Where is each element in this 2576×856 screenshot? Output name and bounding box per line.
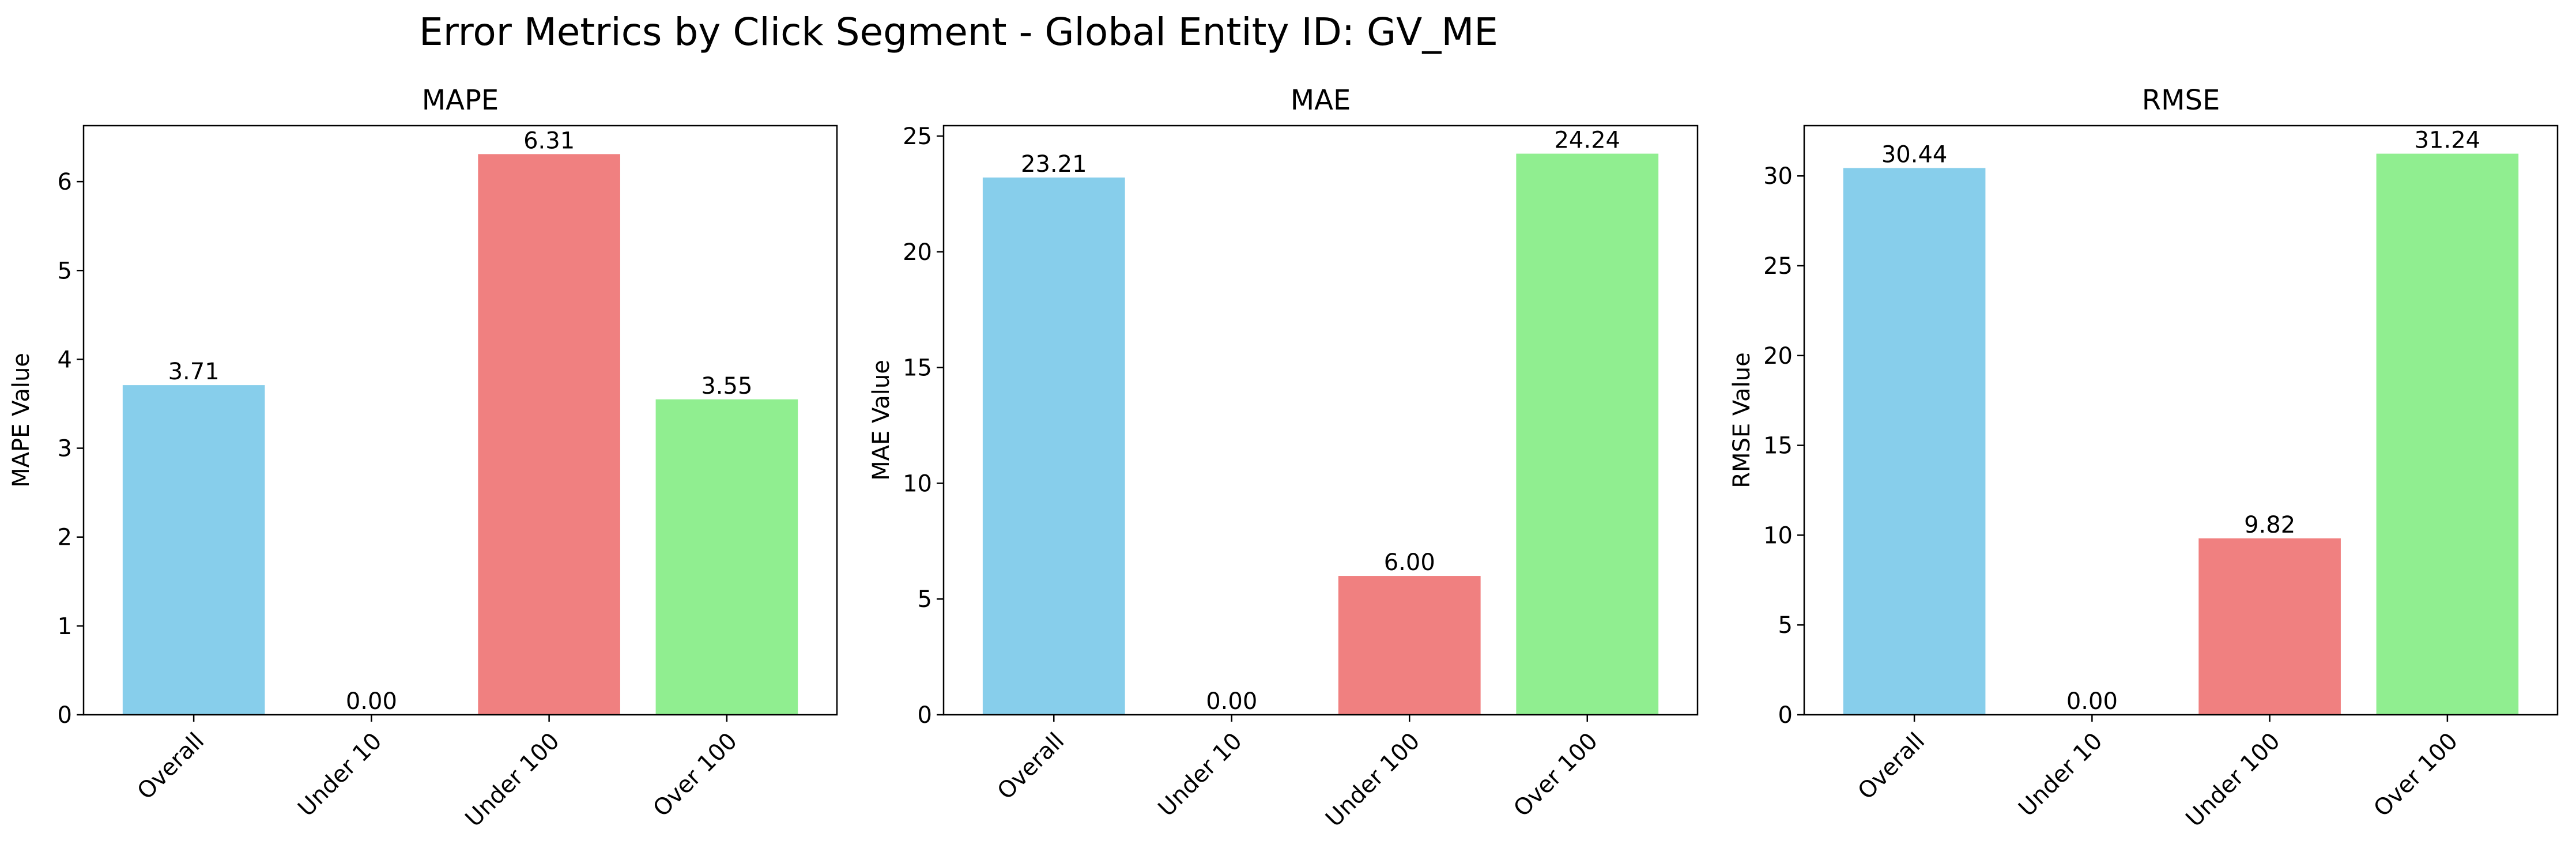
figure-suptitle: Error Metrics by Click Segment - Global … [419, 10, 1498, 54]
bar-value-label: 9.82 [2244, 512, 2295, 538]
bar-under-100 [478, 154, 620, 715]
y-tick-label: 15 [903, 355, 932, 382]
bar-value-label: 23.21 [1021, 151, 1087, 178]
y-tick-label: 20 [1763, 343, 1793, 369]
axes-frame [82, 125, 838, 716]
y-tick-label: 10 [1763, 522, 1793, 549]
x-tick-label: Over 100 [1508, 728, 1603, 823]
bar-value-label: 6.00 [1384, 549, 1435, 576]
y-tick-label: 30 [1763, 163, 1793, 190]
x-tick-label: Under 100 [1321, 728, 1425, 832]
x-tick-label: Overall [133, 728, 210, 805]
y-tick-label: 4 [58, 346, 72, 373]
bar-overall [982, 177, 1125, 715]
chart-panel-rmse: 30.44 0.00 9.82 31.24 0 5 10 15 20 25 30 Overall Und… [1729, 84, 2559, 832]
y-tick-label: 15 [1763, 433, 1793, 459]
y-tick-label: 20 [903, 239, 932, 266]
panel-title: RMSE [2142, 84, 2220, 116]
bar-value-label: 24.24 [1554, 127, 1620, 154]
x-tick-label: Under 10 [2013, 728, 2107, 822]
x-tick-label: Under 10 [1153, 728, 1247, 822]
y-tick-label: 0 [58, 702, 72, 729]
y-tick-label: 10 [903, 470, 932, 497]
bar-value-label: 30.44 [1881, 142, 1948, 168]
y-tick-label: 25 [1763, 253, 1793, 280]
bar-value-label: 3.55 [701, 373, 752, 399]
bar-over-100 [1516, 153, 1659, 715]
y-tick-label: 2 [58, 525, 72, 551]
panel-title: MAE [1291, 84, 1351, 116]
y-tick-label: 25 [903, 123, 932, 150]
bar-value-label: 6.31 [523, 127, 575, 154]
y-axis-label: MAPE Value [8, 353, 35, 488]
x-tick-label: Under 10 [293, 728, 387, 822]
bar-over-100 [2376, 153, 2519, 715]
x-tick-label: Over 100 [648, 728, 742, 823]
bar-value-label: 0.00 [2066, 688, 2118, 715]
y-axis-label: RMSE Value [1729, 352, 1755, 488]
bar-value-label: 3.71 [168, 359, 220, 385]
bar-value-label: 0.00 [346, 688, 397, 715]
bar-overall [122, 385, 265, 715]
bar-over-100 [655, 399, 798, 715]
chart-panels: 3.71 0.00 6.31 3.55 0 1 2 3 4 5 6 Overall Under 10 Un… [8, 84, 2559, 832]
y-tick-label: 5 [918, 586, 932, 613]
bar-value-label: 0.00 [1206, 688, 1257, 715]
y-tick-label: 6 [58, 169, 72, 195]
bar-under-100 [1338, 576, 1481, 715]
x-tick-label: Under 100 [2181, 728, 2285, 832]
y-tick-label: 5 [1778, 612, 1793, 639]
panel-title: MAPE [422, 84, 499, 116]
axes-frame [942, 125, 1699, 716]
x-tick-label: Under 100 [461, 728, 565, 832]
y-tick-label: 0 [1778, 702, 1793, 729]
x-tick-label: Overall [993, 728, 1070, 805]
y-tick-label: 1 [58, 613, 72, 640]
y-tick-label: 5 [58, 258, 72, 284]
y-tick-label: 3 [58, 436, 72, 462]
chart-panel-mape: 3.71 0.00 6.31 3.55 0 1 2 3 4 5 6 Overall Under 10 Un… [8, 84, 838, 832]
bar-value-label: 31.24 [2415, 127, 2481, 154]
chart-panel-mae: 23.21 0.00 6.00 24.24 0 5 10 15 20 25 Overall Under… [868, 84, 1699, 832]
bar-under-100 [2198, 538, 2341, 715]
y-axis-label: MAE Value [868, 360, 895, 481]
axes-frame [1803, 125, 2559, 716]
bar-overall [1843, 168, 1986, 715]
y-tick-label: 0 [918, 702, 932, 729]
x-tick-label: Over 100 [2368, 728, 2463, 823]
x-tick-label: Overall [1853, 728, 1930, 805]
